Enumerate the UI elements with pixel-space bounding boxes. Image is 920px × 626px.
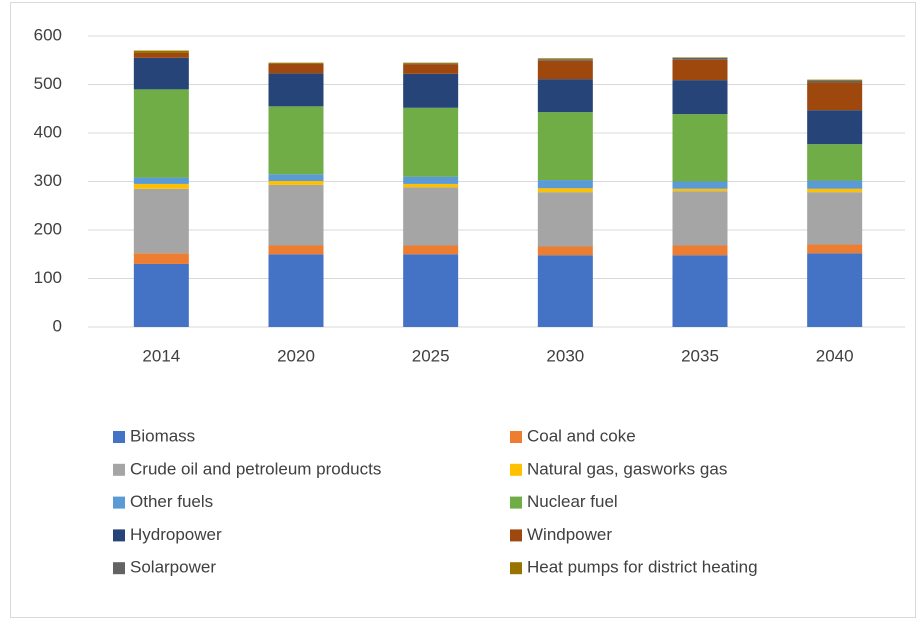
bar-segment (403, 64, 458, 74)
x-tick-label: 2040 (816, 346, 854, 365)
legend-swatch (113, 497, 125, 509)
bar-segment (134, 178, 189, 184)
bar-segment (807, 144, 862, 180)
legend-label: Other fuels (130, 492, 213, 511)
legend-label: Heat pumps for district heating (527, 558, 758, 577)
bar-segment (269, 64, 324, 74)
legend-label: Nuclear fuel (527, 492, 618, 511)
bar-segment (673, 246, 728, 256)
bar-segment (538, 188, 593, 192)
legend-label: Biomass (130, 426, 195, 445)
y-tick-label: 200 (34, 219, 62, 238)
bar-segment (403, 177, 458, 184)
bar-segment (673, 80, 728, 114)
legend-swatch (510, 464, 522, 476)
bar-segment (269, 63, 324, 64)
legend-label: Crude oil and petroleum products (130, 459, 381, 478)
x-tick-label: 2014 (142, 346, 180, 365)
bar-segment (673, 191, 728, 245)
y-tick-label: 400 (34, 122, 62, 141)
bar-segment (673, 60, 728, 80)
bar-segment (538, 61, 593, 79)
bar-segment (538, 58, 593, 59)
bar-segment (807, 253, 862, 327)
bar-segment (807, 189, 862, 192)
bar-segment (807, 192, 862, 244)
legend-label: Solarpower (130, 558, 216, 577)
bar-segment (269, 246, 324, 255)
legend-swatch (510, 562, 522, 574)
bar-segment (807, 110, 862, 144)
legend-label: Coal and coke (527, 426, 636, 445)
bar-segment (538, 180, 593, 188)
legend-label: Natural gas, gasworks gas (527, 459, 727, 478)
y-tick-label: 0 (53, 316, 62, 335)
bar-segment (269, 185, 324, 246)
bar-segment (134, 51, 189, 53)
bar-segment (807, 245, 862, 254)
y-tick-label: 300 (34, 171, 62, 190)
legend-swatch (113, 464, 125, 476)
bar-segment (538, 246, 593, 255)
bar-segment (403, 108, 458, 177)
bar-segment (538, 59, 593, 60)
y-tick-label: 500 (34, 74, 62, 93)
bar-segment (807, 81, 862, 83)
bar-segment (403, 63, 458, 64)
legend-label: Hydropower (130, 525, 222, 544)
x-tick-label: 2020 (277, 346, 315, 365)
x-tick-label: 2025 (412, 346, 450, 365)
bar-segment (673, 189, 728, 191)
bar-segment (807, 83, 862, 111)
bar-segment (269, 106, 324, 174)
bar-segment (673, 255, 728, 327)
bar-segment (134, 189, 189, 254)
bar-segment (403, 246, 458, 255)
x-tick-label: 2035 (681, 346, 719, 365)
bar-segment (807, 181, 862, 189)
bar-segment (269, 73, 324, 106)
bar-segment (403, 74, 458, 108)
bar-segment (269, 174, 324, 181)
bar-segment (134, 53, 189, 58)
legend-swatch (510, 431, 522, 443)
bar-segment (269, 254, 324, 327)
bar-segment (134, 264, 189, 327)
legend-swatch (113, 562, 125, 574)
bar-segment (403, 184, 458, 187)
bar-segment (538, 112, 593, 180)
bar-segment (538, 79, 593, 112)
legend-swatch (113, 431, 125, 443)
legend-swatch (510, 497, 522, 509)
bar-segment (673, 182, 728, 189)
legend-label: Windpower (527, 525, 612, 544)
y-tick-label: 100 (34, 268, 62, 287)
bar-segment (673, 58, 728, 60)
bar-segment (538, 192, 593, 246)
bar-segment (134, 184, 189, 189)
bar-segment (269, 181, 324, 185)
bar-segment (134, 89, 189, 177)
x-tick-label: 2030 (546, 346, 584, 365)
y-tick-label: 600 (34, 25, 62, 44)
bar-segment (538, 255, 593, 327)
legend-swatch (510, 529, 522, 541)
legend-swatch (113, 529, 125, 541)
bar-segment (673, 114, 728, 181)
bar-segment (134, 58, 189, 90)
bar-segment (403, 254, 458, 327)
bar-segment (807, 80, 862, 81)
bar-segment (403, 187, 458, 245)
bar-segment (134, 253, 189, 264)
